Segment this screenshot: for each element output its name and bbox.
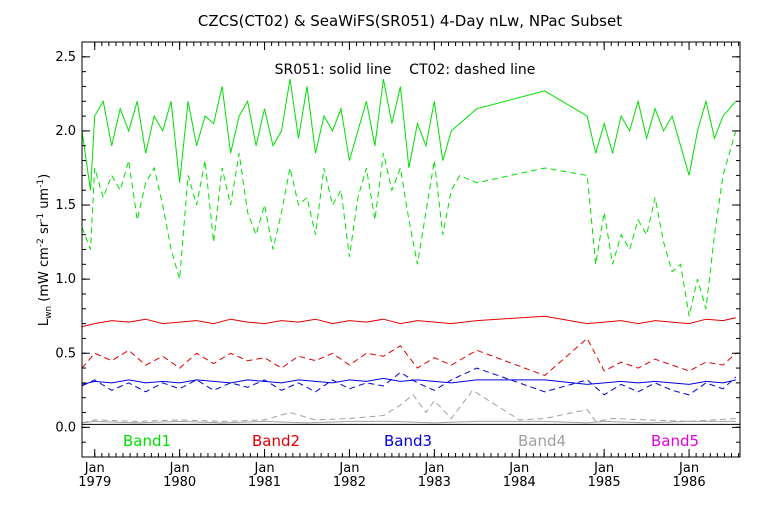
chart-subtitle: SR051: solid line CT02: dashed line xyxy=(275,62,536,78)
x-tick-month: Jan xyxy=(678,461,699,476)
x-tick-year: 1986 xyxy=(673,475,706,490)
x-tick-month: Jan xyxy=(338,461,359,476)
series-line-band4-dashed xyxy=(81,389,736,424)
svg-text:Lwn (mW cm-2 sr-1 um-1): Lwn (mW cm-2 sr-1 um-1) xyxy=(36,174,54,326)
series-line-band2-dashed xyxy=(81,337,737,377)
chart-title: CZCS(CT02) & SeaWiFS(SR051) 4-Day nLw, N… xyxy=(198,12,622,30)
series-line-band3-dashed xyxy=(81,367,737,396)
legend-item-band1: Band1 xyxy=(123,432,171,450)
series-line-band2-solid xyxy=(81,315,736,328)
legend-item-band3: Band3 xyxy=(384,432,432,450)
x-tick-year: 1982 xyxy=(333,475,366,490)
legend-item-band5: Band5 xyxy=(651,432,699,450)
ylabel-units-end: um xyxy=(37,188,52,213)
legend: Band1 Band2 Band3 Band4 Band5 xyxy=(123,432,699,450)
x-tick-year: 1985 xyxy=(588,475,621,490)
y-axis-label: Lwn (mW cm-2 sr-1 um-1) xyxy=(36,174,54,326)
legend-item-band2: Band2 xyxy=(252,432,300,450)
x-tick-month: Jan xyxy=(423,461,444,476)
series-group xyxy=(81,79,737,424)
ylabel-subscript: wn xyxy=(44,306,54,319)
y-tick-label: 2.5 xyxy=(55,50,76,65)
y-tick-label: 1.0 xyxy=(55,272,76,287)
ylabel-units-rest: sr xyxy=(37,221,52,238)
x-tick-year: 1979 xyxy=(78,475,111,490)
ylabel-symbol: L xyxy=(37,318,52,326)
x-tick-year: 1984 xyxy=(503,475,536,490)
x-tick-month: Jan xyxy=(593,461,614,476)
legend-item-band4: Band4 xyxy=(518,432,566,450)
series-line-band3-solid xyxy=(81,377,736,385)
y-tick-label: 0.0 xyxy=(55,420,76,435)
series-line-band4-solid xyxy=(81,420,736,424)
x-tick-year: 1980 xyxy=(163,475,196,490)
y-tick-label: 1.5 xyxy=(55,198,76,213)
x-tick-month: Jan xyxy=(169,461,190,476)
x-axis: Jan1979Jan1980Jan1981Jan1982Jan1983Jan19… xyxy=(78,42,740,490)
y-tick-label: 0.5 xyxy=(55,346,76,361)
x-tick-month: Jan xyxy=(254,461,275,476)
y-axis: 0.0 0.5 1.0 1.5 2.0 2.5 xyxy=(55,41,740,458)
plot-frame xyxy=(81,41,741,458)
series-line-band1-dashed xyxy=(81,130,737,317)
x-tick-month: Jan xyxy=(84,461,105,476)
x-tick-month: Jan xyxy=(508,461,529,476)
ylabel-units: (mW cm xyxy=(37,247,52,302)
y-tick-label: 2.0 xyxy=(55,124,76,139)
x-tick-year: 1981 xyxy=(248,475,281,490)
x-tick-year: 1983 xyxy=(418,475,451,490)
series-line-band1-solid xyxy=(81,79,737,191)
